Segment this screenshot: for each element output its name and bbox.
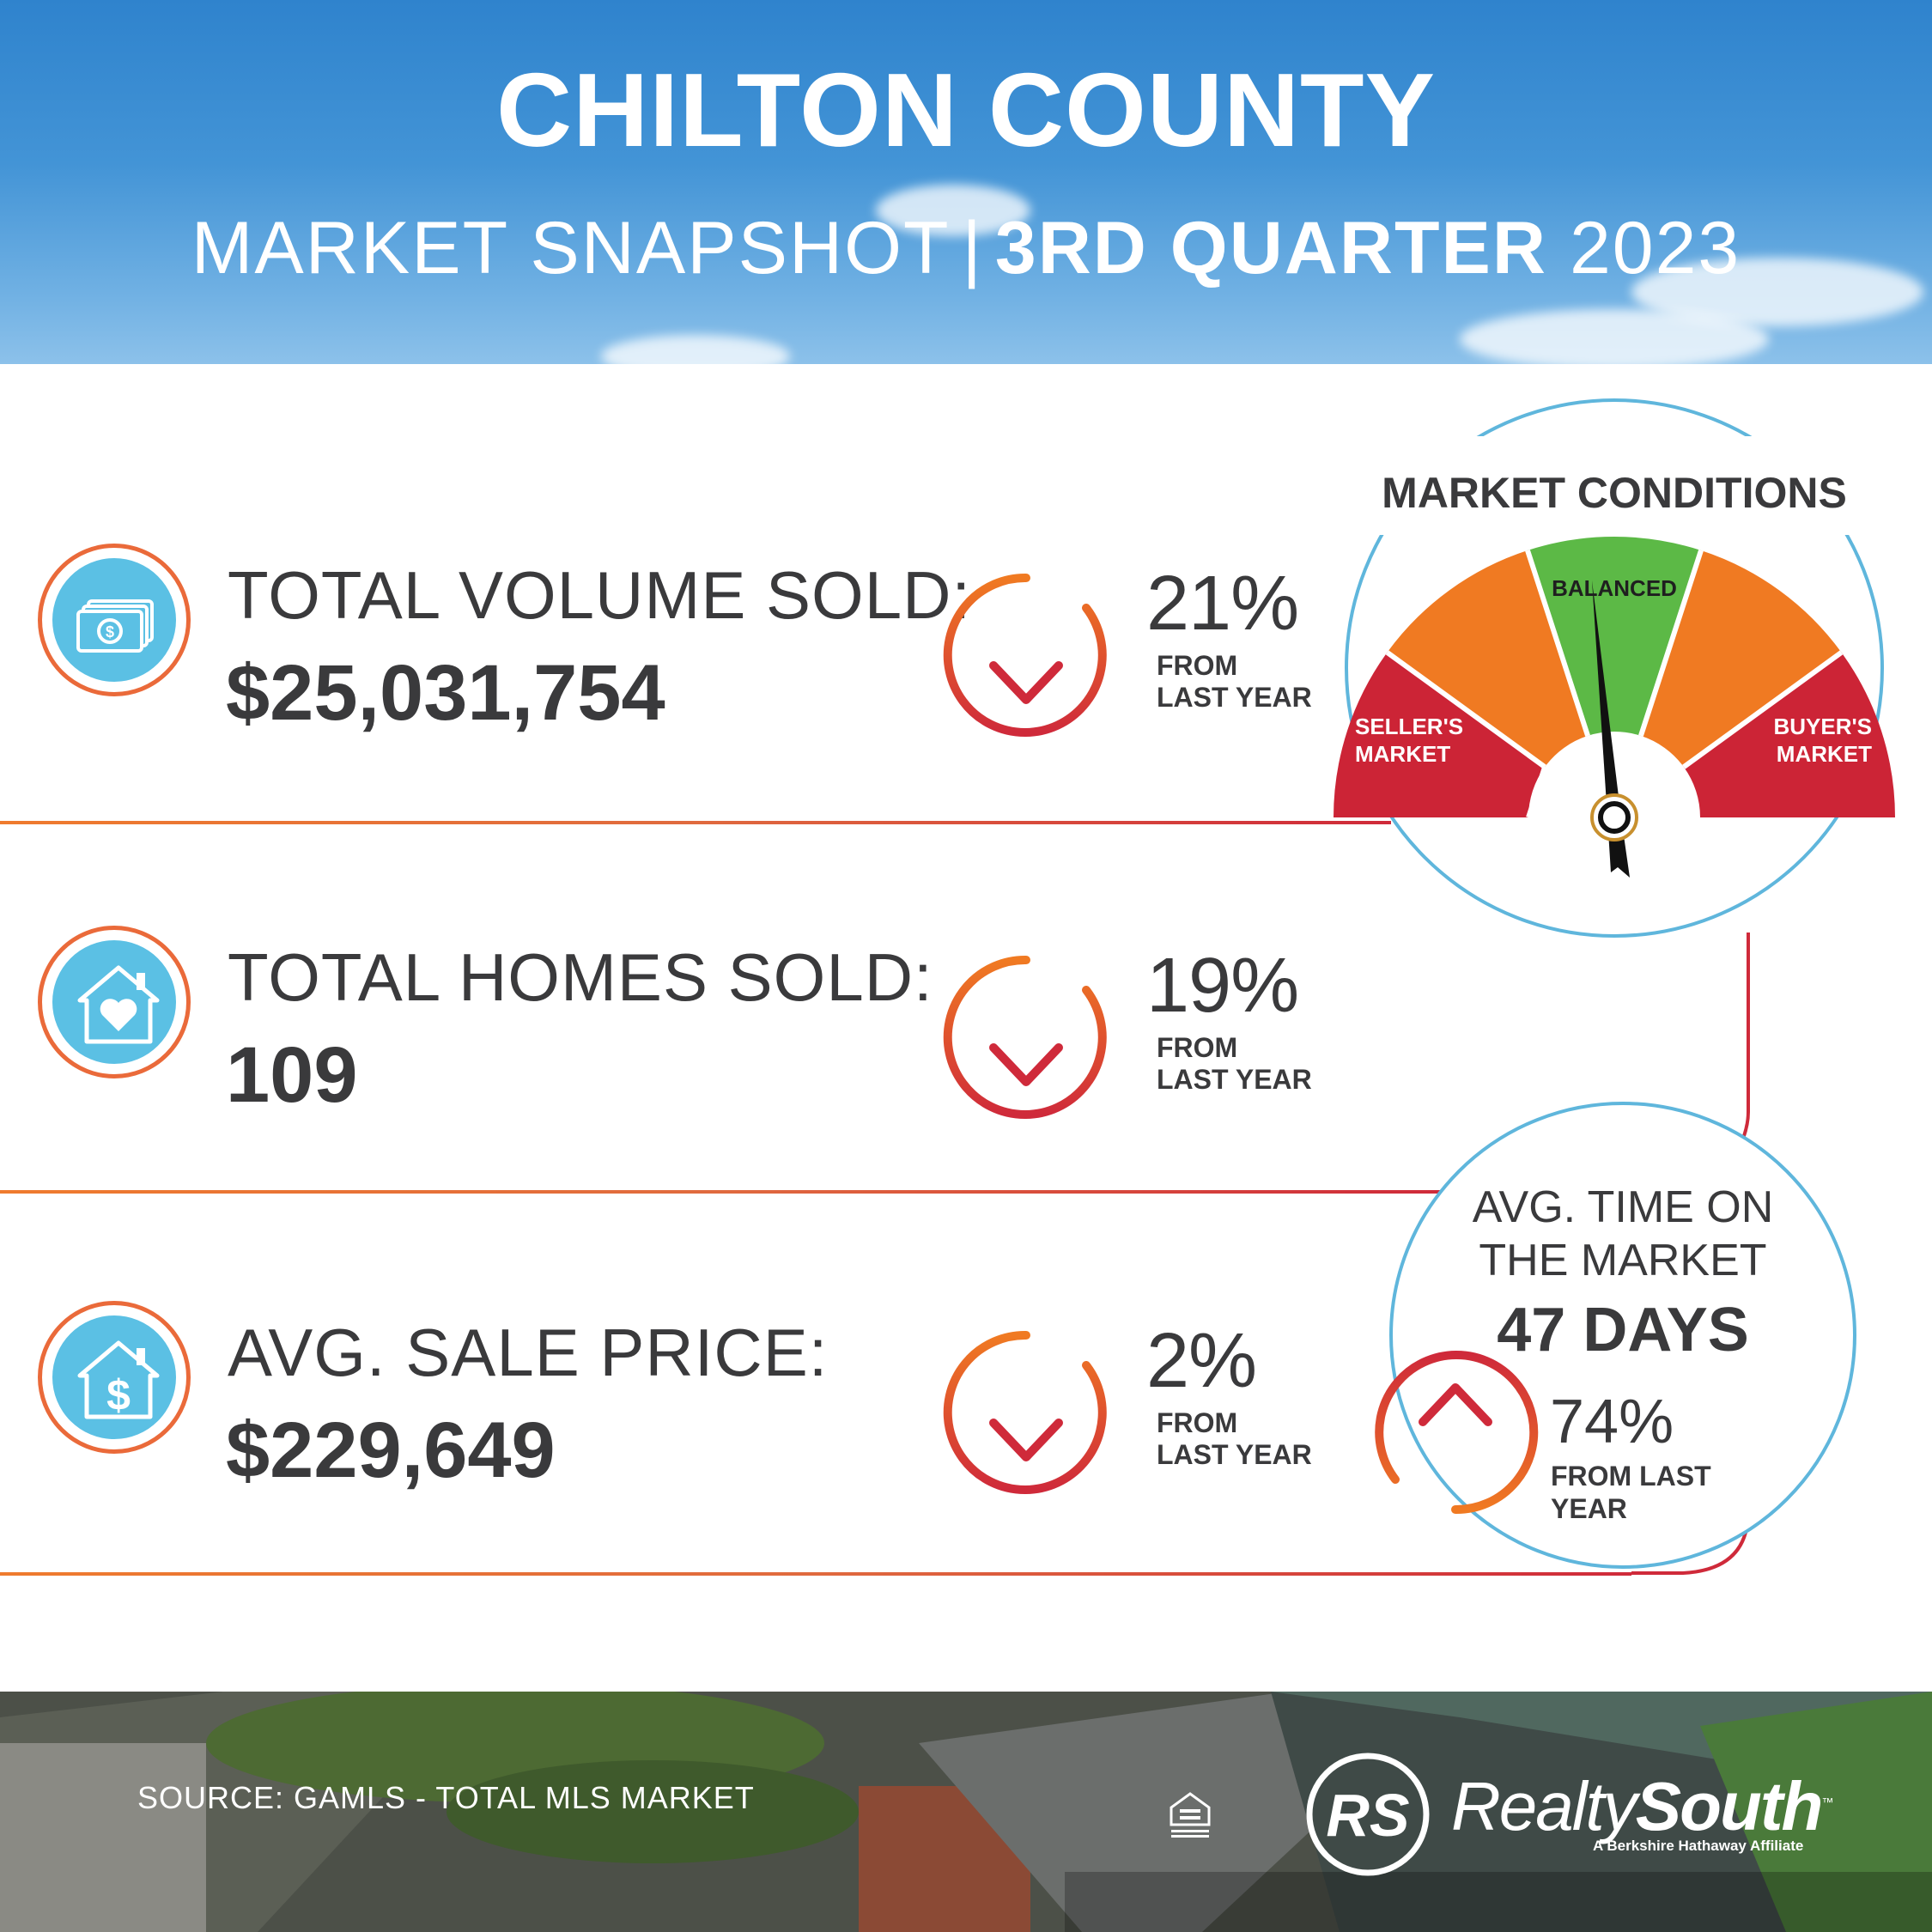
money-icon: $ bbox=[38, 544, 191, 696]
market-conditions-gauge: BALANCED SELLER'S MARKET BUYER'S MARKET bbox=[1322, 398, 1906, 938]
arrow-down-icon bbox=[943, 1330, 1107, 1494]
stat-change-price: 2% bbox=[1146, 1318, 1257, 1404]
subtitle-quarter: 3RD QUARTER bbox=[994, 207, 1548, 289]
cloud-decoration bbox=[601, 335, 790, 364]
tom-label-line: AVG. TIME ON bbox=[1472, 1182, 1774, 1232]
change-sub-line: FROM bbox=[1157, 1407, 1238, 1438]
time-on-market-circle bbox=[1389, 1102, 1856, 1569]
subtitle-separator: | bbox=[962, 207, 983, 289]
brand-light: Realty bbox=[1451, 1768, 1637, 1844]
svg-text:$: $ bbox=[106, 623, 114, 641]
stat-value-price: $229,649 bbox=[226, 1406, 556, 1494]
stat-change-sub-volume: FROM LAST YEAR bbox=[1157, 650, 1312, 714]
subtitle-year: 2023 bbox=[1569, 207, 1741, 289]
footer-photo-shapes bbox=[0, 1692, 1932, 1932]
gauge-seller-segment bbox=[1334, 652, 1546, 817]
tom-sub-line: FROM LAST bbox=[1551, 1461, 1711, 1492]
gauge-balanced-segment bbox=[1528, 537, 1701, 736]
row-divider bbox=[0, 1190, 1443, 1194]
cloud-decoration bbox=[876, 185, 1030, 236]
change-sub-line: FROM bbox=[1157, 650, 1238, 681]
arrow-up-icon bbox=[1375, 1351, 1539, 1515]
equal-housing-icon bbox=[1170, 1792, 1211, 1838]
row-divider bbox=[0, 821, 1391, 824]
tom-sub-line: YEAR bbox=[1551, 1493, 1627, 1524]
trademark: ™ bbox=[1821, 1795, 1833, 1809]
svg-text:$: $ bbox=[106, 1371, 131, 1419]
arrow-down-icon bbox=[943, 573, 1107, 737]
stat-change-sub-price: FROM LAST YEAR bbox=[1157, 1407, 1312, 1471]
stat-label-homes: TOTAL HOMES SOLD: bbox=[228, 939, 933, 1015]
stat-value-homes: 109 bbox=[226, 1031, 358, 1119]
gauge-seller-label-1: SELLER'S bbox=[1355, 714, 1463, 739]
realtysouth-logo[interactable]: RealtySouth™ bbox=[1451, 1767, 1833, 1846]
time-on-market-label: AVG. TIME ON THE MARKET bbox=[1408, 1181, 1838, 1287]
brand-bold: South bbox=[1635, 1768, 1824, 1844]
stat-label-price: AVG. SALE PRICE: bbox=[228, 1315, 829, 1390]
brand-tagline: A Berkshire Hathaway Affiliate bbox=[1593, 1838, 1804, 1854]
cloud-decoration bbox=[1460, 309, 1769, 364]
house-dollar-icon: $ bbox=[38, 1301, 191, 1454]
change-sub-line: LAST YEAR bbox=[1157, 1064, 1312, 1095]
source-citation: SOURCE: GAMLS - TOTAL MLS MARKET bbox=[137, 1780, 755, 1815]
gauge-balanced-label: BALANCED bbox=[1552, 575, 1677, 601]
page-title: CHILTON COUNTY bbox=[496, 52, 1436, 168]
gauge-orange-right-segment bbox=[1640, 550, 1842, 768]
gauge-orange-left-segment bbox=[1387, 550, 1589, 768]
gauge-seller-label-2: MARKET bbox=[1355, 741, 1450, 767]
change-sub-line: LAST YEAR bbox=[1157, 1439, 1312, 1470]
gauge-buyer-segment bbox=[1683, 652, 1895, 817]
stat-label-volume: TOTAL VOLUME SOLD: bbox=[228, 557, 972, 633]
gauge-title: MARKET CONDITIONS bbox=[1382, 469, 1847, 517]
arrow-down-icon bbox=[943, 955, 1107, 1119]
time-on-market-change-sub: FROM LAST YEAR bbox=[1551, 1460, 1711, 1525]
house-heart-icon bbox=[38, 926, 191, 1078]
gauge-buyer-label-1: BUYER'S bbox=[1773, 714, 1872, 739]
stat-change-sub-homes: FROM LAST YEAR bbox=[1157, 1032, 1312, 1096]
gauge-needle bbox=[1592, 580, 1621, 817]
stat-value-volume: $25,031,754 bbox=[226, 649, 665, 737]
header-banner: CHILTON COUNTY MARKET SNAPSHOT | 3RD QUART… bbox=[0, 0, 1932, 364]
time-on-market-change: 74% bbox=[1550, 1388, 1674, 1456]
stat-change-homes: 19% bbox=[1146, 943, 1299, 1029]
footer-aerial-photo bbox=[0, 1692, 1932, 1932]
realtysouth-logo-mark: RS bbox=[1306, 1753, 1430, 1876]
tom-label-line: THE MARKET bbox=[1479, 1236, 1767, 1285]
row-divider bbox=[0, 1572, 1631, 1576]
logo-mark-text: RS bbox=[1326, 1782, 1409, 1849]
page-subtitle: MARKET SNAPSHOT | 3RD QUARTER 2023 bbox=[0, 206, 1932, 291]
time-on-market-value: 47 DAYS bbox=[1497, 1296, 1749, 1364]
change-sub-line: FROM bbox=[1157, 1032, 1238, 1063]
change-sub-line: LAST YEAR bbox=[1157, 682, 1312, 713]
gauge-buyer-label-2: MARKET bbox=[1777, 741, 1872, 767]
stat-change-volume: 21% bbox=[1146, 561, 1299, 647]
subtitle-left: MARKET SNAPSHOT bbox=[191, 207, 951, 289]
